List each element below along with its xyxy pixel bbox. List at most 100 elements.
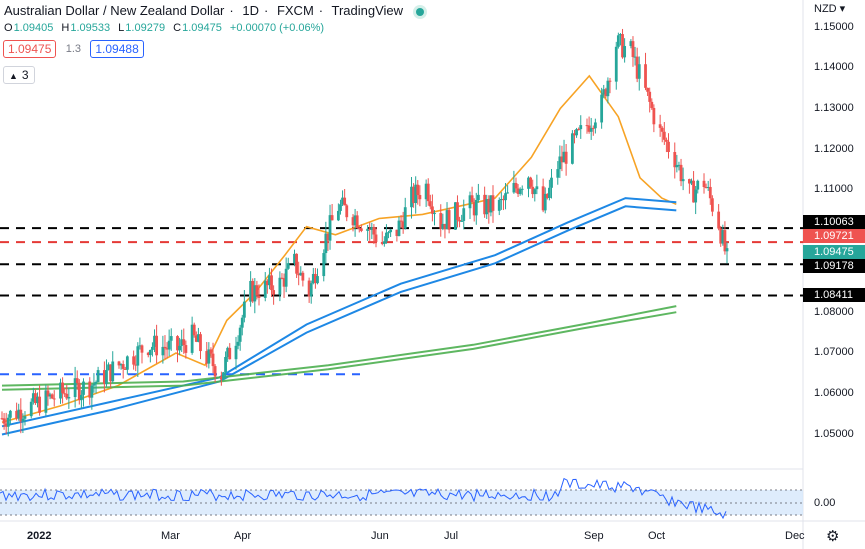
candle-body bbox=[345, 205, 349, 218]
candle-body bbox=[433, 213, 436, 215]
candle-body bbox=[706, 186, 710, 188]
candle-body bbox=[353, 215, 357, 226]
candle-body bbox=[263, 280, 267, 298]
candle-body bbox=[575, 129, 578, 136]
candle-body bbox=[301, 272, 305, 281]
candle-body bbox=[694, 189, 698, 203]
candle-body bbox=[222, 372, 225, 380]
candle-body bbox=[238, 327, 242, 342]
candle-body bbox=[38, 396, 42, 413]
candle-body bbox=[355, 215, 359, 228]
candle-body bbox=[439, 213, 443, 229]
price-tick: 1.14000 bbox=[814, 61, 854, 73]
candle-body bbox=[460, 220, 464, 222]
candle-body bbox=[514, 182, 518, 189]
candle-body bbox=[573, 133, 576, 136]
candle-body bbox=[213, 366, 217, 377]
candle-body bbox=[192, 324, 196, 336]
candle-body bbox=[73, 378, 77, 398]
candle-body bbox=[242, 301, 246, 318]
candle-body bbox=[372, 227, 376, 235]
candle-body bbox=[190, 324, 194, 353]
indicators-toggle-button[interactable]: ▲ 3 bbox=[3, 66, 35, 84]
oscillator-tick: 0.00 bbox=[814, 497, 836, 509]
gear-icon[interactable]: ⚙ bbox=[826, 528, 840, 545]
candle-body bbox=[29, 401, 33, 417]
indicator-count: 3 bbox=[21, 68, 29, 82]
candle-body bbox=[224, 356, 227, 373]
candle-body bbox=[692, 180, 695, 203]
sell-button[interactable]: 1.09475 bbox=[3, 40, 57, 58]
candle-body bbox=[50, 394, 54, 399]
candle-body bbox=[416, 184, 420, 196]
candle-body bbox=[591, 127, 595, 129]
candle-body bbox=[61, 382, 64, 394]
candle-body bbox=[658, 124, 662, 128]
price-label-level-top: 1.10063 bbox=[803, 215, 865, 229]
candle-body bbox=[359, 228, 363, 231]
candle-body bbox=[196, 334, 200, 342]
candle-body bbox=[579, 125, 583, 130]
candle-body bbox=[635, 56, 639, 79]
candle-body bbox=[82, 381, 85, 395]
candle-body bbox=[696, 180, 700, 190]
time-label-jun: Jun bbox=[371, 530, 389, 542]
candle-body bbox=[8, 410, 12, 418]
candle-body bbox=[721, 230, 725, 244]
interval-label[interactable]: 1D bbox=[242, 3, 259, 18]
candle-body bbox=[297, 273, 301, 276]
candle-body bbox=[529, 177, 533, 187]
symbol-name[interactable]: Australian Dollar / New Zealand Dollar bbox=[4, 3, 225, 18]
candle-body bbox=[719, 228, 723, 244]
candle-body bbox=[316, 276, 319, 284]
candle-body bbox=[138, 345, 142, 347]
candle-body bbox=[587, 125, 591, 132]
candle-body bbox=[23, 416, 27, 419]
candle-body bbox=[531, 186, 535, 195]
candle-body bbox=[351, 217, 355, 226]
candle-body bbox=[380, 241, 384, 244]
candle-body bbox=[63, 393, 67, 395]
candle-body bbox=[535, 186, 539, 190]
candle-body bbox=[445, 210, 449, 230]
candle-body bbox=[125, 356, 129, 370]
buy-button[interactable]: 1.09488 bbox=[90, 40, 144, 58]
candle-body bbox=[441, 223, 445, 229]
candle-body bbox=[0, 418, 4, 420]
candle-body bbox=[518, 189, 522, 194]
candle-body bbox=[387, 232, 390, 234]
candle-body bbox=[155, 335, 159, 356]
candle-body bbox=[92, 383, 96, 386]
moving-average-line bbox=[1, 197, 677, 428]
candle-body bbox=[570, 133, 574, 164]
candle-body bbox=[614, 46, 618, 82]
candle-body bbox=[431, 206, 434, 214]
candle-body bbox=[564, 151, 568, 164]
candle-body bbox=[385, 232, 388, 242]
candle-body bbox=[282, 278, 286, 287]
close-label: C bbox=[173, 22, 182, 34]
candle-body bbox=[314, 273, 317, 284]
candle-body bbox=[403, 207, 407, 229]
candle-body bbox=[456, 202, 459, 220]
candle-body bbox=[59, 382, 62, 399]
candle-body bbox=[31, 393, 35, 402]
oscillator-line bbox=[0, 477, 727, 520]
candle-body bbox=[119, 364, 123, 366]
candle-body bbox=[545, 193, 549, 198]
candle-body bbox=[226, 347, 230, 357]
low-label: L bbox=[118, 22, 125, 34]
candle-body bbox=[541, 186, 545, 211]
candle-body bbox=[502, 198, 505, 201]
candle-body bbox=[527, 177, 530, 189]
candle-body bbox=[585, 125, 589, 127]
currency-selector[interactable]: NZD ▾ bbox=[814, 3, 846, 15]
candle-body bbox=[2, 418, 6, 424]
candle-body bbox=[560, 156, 564, 163]
candle-body bbox=[178, 345, 181, 351]
candle-body bbox=[548, 187, 551, 198]
candle-body bbox=[109, 364, 113, 382]
candle-body bbox=[94, 381, 98, 384]
candle-body bbox=[665, 139, 668, 142]
